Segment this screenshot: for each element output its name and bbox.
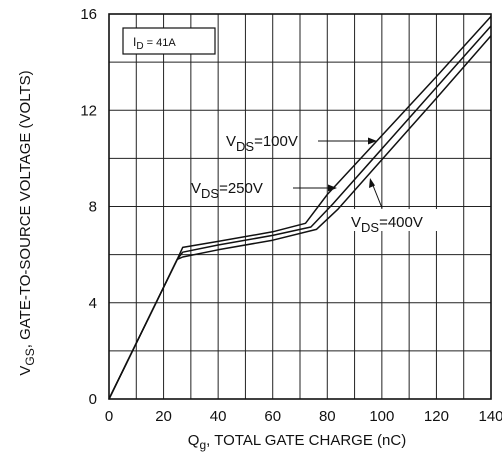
label-vds-400-main: V [351, 214, 361, 231]
condition-sub: D [136, 41, 143, 52]
y-axis-label-sub: GS [23, 348, 37, 365]
x-tick-label: 140 [478, 408, 502, 425]
label-vds-100-rest: =100V [254, 133, 298, 150]
label-vds-250-rest: =250V [219, 180, 263, 197]
arrowhead-vds-250 [328, 184, 337, 192]
plot-frame [108, 13, 492, 400]
y-axis-label-main: V [17, 366, 34, 376]
label-vds-100: VDS=100V [226, 133, 298, 154]
annotation-vds-400: VDS=400V [348, 178, 441, 235]
y-tick-label: 12 [80, 102, 97, 119]
x-tick-label: 120 [424, 408, 449, 425]
label-vds-100-main: V [226, 133, 236, 150]
curve-layer [108, 15, 492, 400]
series-line-0 [108, 15, 492, 400]
x-tick-label: 40 [210, 408, 227, 425]
label-vds-400-bg [348, 209, 441, 231]
label-vds-250-sub: DS [201, 186, 219, 201]
label-vds-400-sub: DS [361, 220, 379, 235]
x-tick-label: 60 [264, 408, 281, 425]
grid-lines [109, 14, 491, 399]
arrowhead-vds-100 [368, 137, 377, 145]
y-tick-label: 16 [80, 6, 97, 23]
condition-label: ID = 41A [133, 35, 176, 52]
annotation-vds-100: VDS=100V [226, 133, 377, 154]
x-tick-label: 80 [319, 408, 336, 425]
x-axis-label: Qg, TOTAL GATE CHARGE (nC) [188, 432, 406, 452]
y-tick-label: 0 [89, 391, 97, 408]
label-vds-400: VDS=400V [351, 214, 423, 235]
label-vds-250-main: V [191, 180, 201, 197]
y-tick-label: 8 [89, 199, 97, 216]
arrowhead-vds-400 [369, 178, 375, 188]
condition-box-frame [122, 27, 216, 55]
tick-labels: 0 20 40 60 80 100 120 140 0 4 8 12 16 [80, 6, 502, 425]
x-tick-label: 100 [369, 408, 394, 425]
x-axis-label-rest: , TOTAL GATE CHARGE (nC) [206, 432, 406, 449]
label-vds-250: VDS=250V [191, 180, 263, 201]
label-vds-100-sub: DS [236, 139, 254, 154]
x-tick-label: 0 [105, 408, 113, 425]
y-axis-label-rest: , GATE-TO-SOURCE VOLTAGE (VOLTS) [17, 70, 34, 348]
condition-main: I [133, 35, 136, 49]
x-axis-label-main: Q [188, 432, 200, 449]
label-vds-400-rest: =400V [379, 214, 423, 231]
x-tick-label: 20 [155, 408, 172, 425]
annotation-vds-250: VDS=250V [191, 180, 337, 201]
y-tick-label: 4 [89, 295, 97, 312]
x-axis-label-sub: g [199, 438, 206, 452]
condition-rest: = 41A [144, 37, 177, 49]
y-axis-label: VGS, GATE-TO-SOURCE VOLTAGE (VOLTS) [17, 70, 37, 375]
arrow-vds-400 [371, 182, 383, 209]
condition-box: ID = 41A [122, 27, 216, 55]
series-line-1 [108, 25, 492, 400]
series-line-2 [108, 35, 492, 400]
